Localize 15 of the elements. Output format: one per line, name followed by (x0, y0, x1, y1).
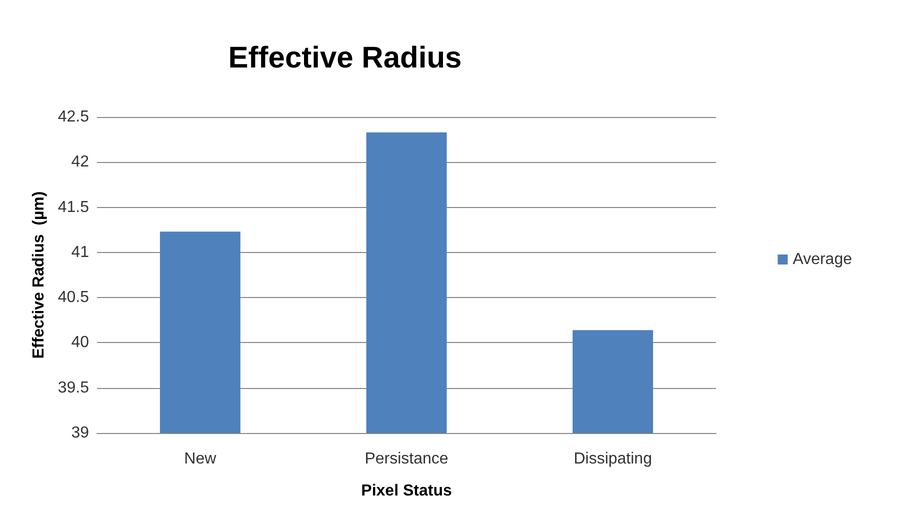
x-axis-title: Pixel Status (361, 482, 452, 500)
y-tick-label: 41 (71, 244, 90, 261)
x-tick-label: New (184, 450, 217, 468)
y-tick-label: 42 (71, 154, 90, 171)
y-tick-label: 39 (71, 424, 90, 442)
y-tick-label: 42.5 (58, 108, 90, 126)
y-tick-label: 40 (71, 334, 90, 352)
y-tick-label: 39.5 (58, 379, 90, 396)
x-tick-label: Dissipating (574, 450, 652, 468)
y-tick-label: 41.5 (58, 198, 90, 216)
legend-label: Average (792, 251, 852, 268)
chart-title: Effective Radius (228, 42, 462, 74)
y-tick-label: 40.5 (58, 289, 90, 306)
x-tick-label: Persistance (364, 450, 448, 468)
y-axis-title: Effective Radius (µm) (30, 191, 48, 359)
